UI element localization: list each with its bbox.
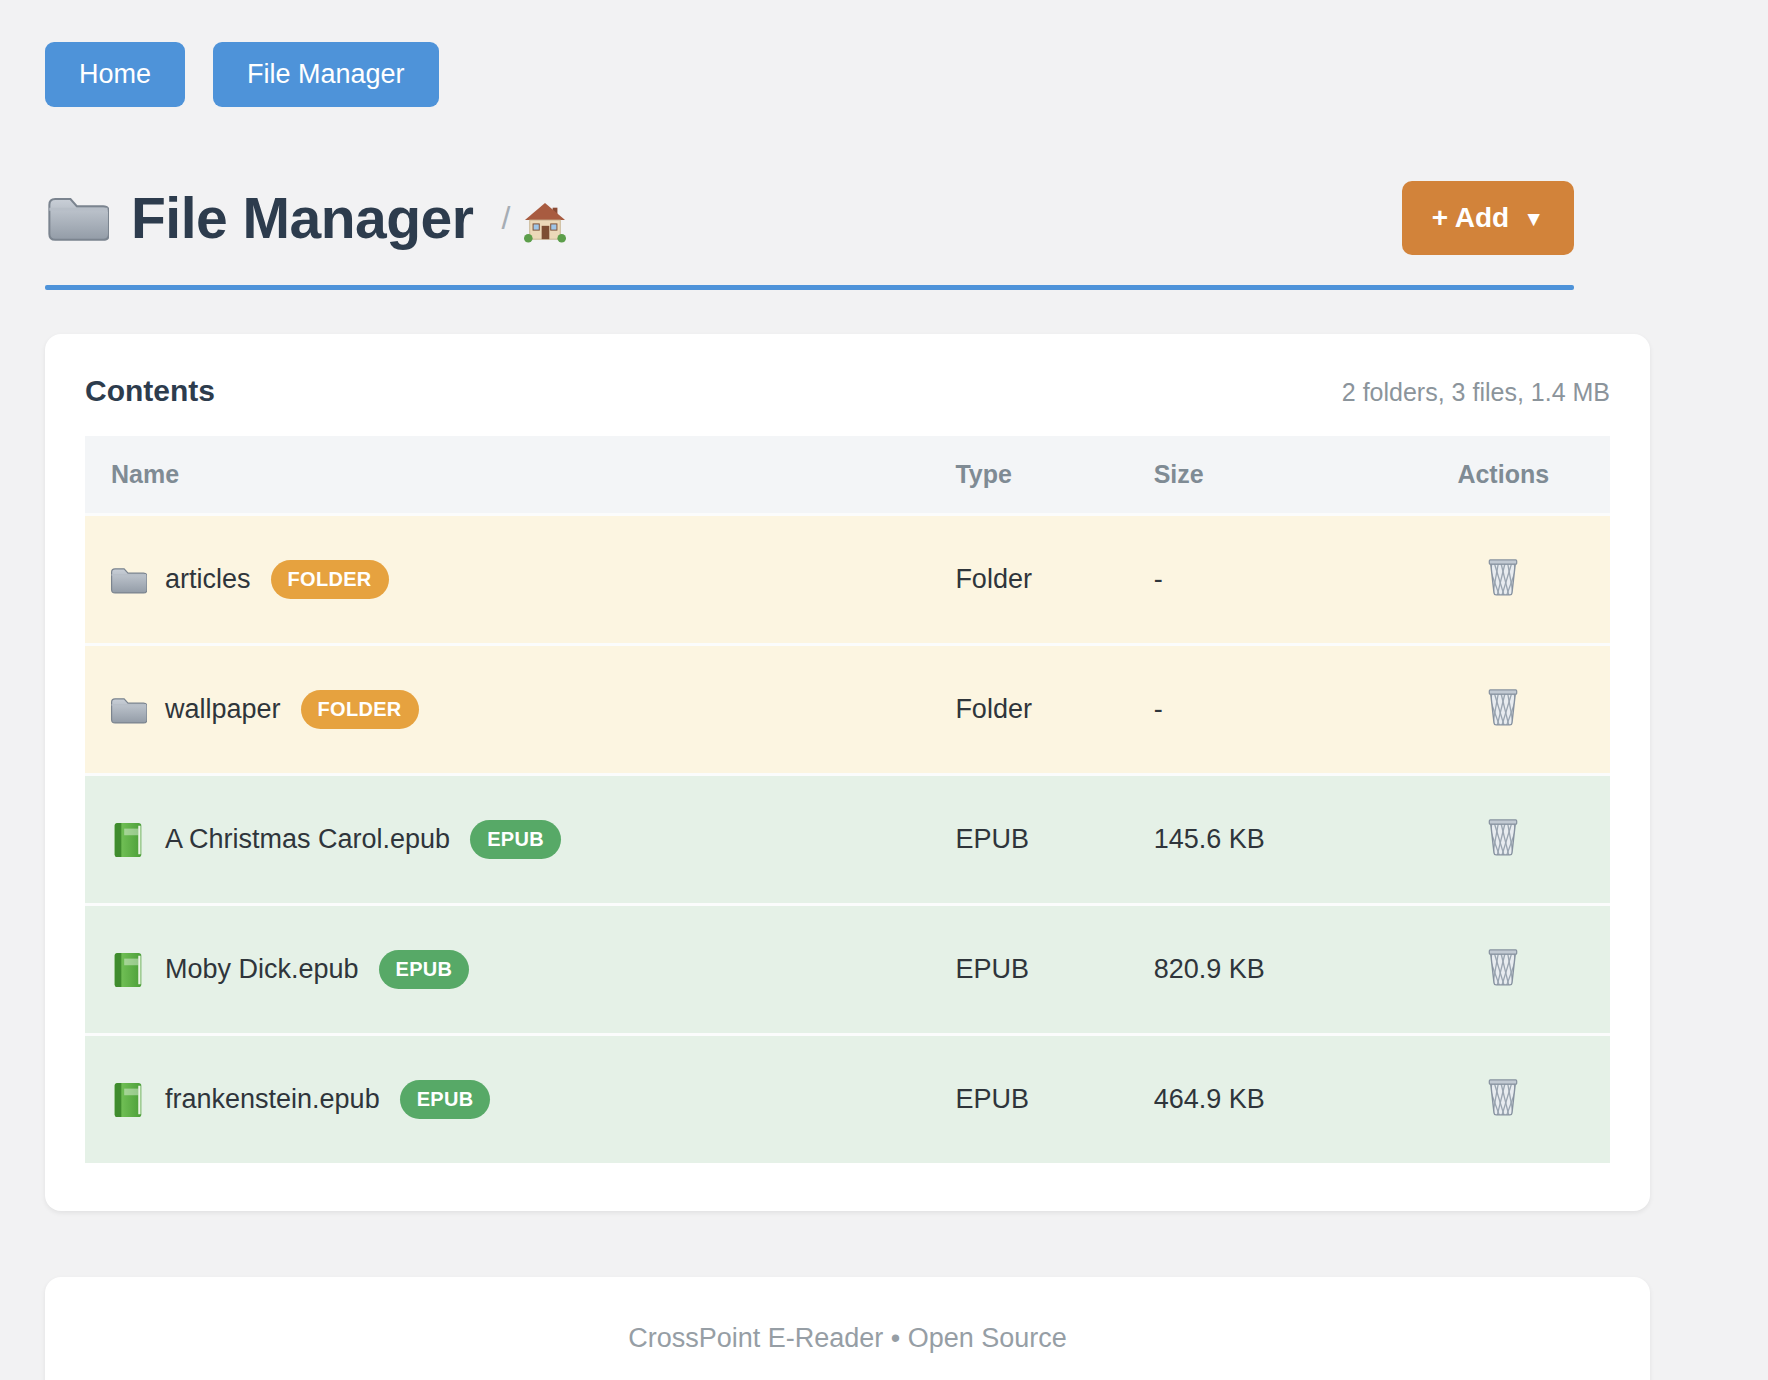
column-header-size: Size <box>1130 436 1397 515</box>
file-table: Name Type Size Actions articles FOLDER <box>85 436 1610 1163</box>
house-icon[interactable] <box>524 201 566 243</box>
green-book-icon <box>109 951 147 989</box>
contents-summary: 2 folders, 3 files, 1.4 MB <box>1342 378 1610 407</box>
type-cell: Folder <box>931 645 1129 775</box>
folder-icon <box>109 691 147 729</box>
wastebasket-icon <box>1486 1076 1520 1116</box>
delete-button[interactable] <box>1486 816 1520 856</box>
size-cell: - <box>1130 645 1397 775</box>
size-cell: 464.9 KB <box>1130 1035 1397 1164</box>
table-row: A Christmas Carol.epub EPUB EPUB 145.6 K… <box>85 775 1610 905</box>
chevron-down-icon: ▼ <box>1523 208 1544 229</box>
table-row: frankenstein.epub EPUB EPUB 464.9 KB <box>85 1035 1610 1164</box>
type-badge: FOLDER <box>301 690 419 729</box>
wastebasket-icon <box>1486 556 1520 596</box>
type-cell: EPUB <box>931 1035 1129 1164</box>
wastebasket-icon <box>1486 686 1520 726</box>
type-badge: EPUB <box>379 950 470 989</box>
title-group: File Manager / <box>45 185 566 251</box>
table-row: Moby Dick.epub EPUB EPUB 820.9 KB <box>85 905 1610 1035</box>
entry-name[interactable]: Moby Dick.epub <box>165 954 359 985</box>
delete-button[interactable] <box>1486 946 1520 986</box>
entry-name[interactable]: A Christmas Carol.epub <box>165 824 450 855</box>
title-divider <box>45 285 1574 290</box>
table-header-row: Name Type Size Actions <box>85 436 1610 515</box>
folder-icon <box>109 561 147 599</box>
page-title: File Manager <box>131 185 473 251</box>
delete-button[interactable] <box>1486 1076 1520 1116</box>
folder-icon <box>45 191 109 245</box>
type-cell: EPUB <box>931 905 1129 1035</box>
nav-file-manager-button[interactable]: File Manager <box>213 42 439 107</box>
entry-name[interactable]: wallpaper <box>165 694 281 725</box>
column-header-type: Type <box>931 436 1129 515</box>
contents-heading: Contents <box>85 374 215 408</box>
green-book-icon <box>109 821 147 859</box>
footer-card: CrossPoint E-Reader • Open Source <box>45 1277 1650 1380</box>
footer-text: CrossPoint E-Reader • Open Source <box>628 1323 1067 1353</box>
type-badge: EPUB <box>470 820 561 859</box>
delete-button[interactable] <box>1486 556 1520 596</box>
type-badge: EPUB <box>400 1080 491 1119</box>
size-cell: - <box>1130 515 1397 645</box>
size-cell: 820.9 KB <box>1130 905 1397 1035</box>
contents-card: Contents 2 folders, 3 files, 1.4 MB Name… <box>45 334 1650 1211</box>
page-header: File Manager / + Add ▼ <box>45 181 1574 255</box>
green-book-icon <box>109 1081 147 1119</box>
column-header-name: Name <box>85 436 931 515</box>
nav-home-button[interactable]: Home <box>45 42 185 107</box>
add-button-label: + Add <box>1432 202 1510 234</box>
delete-button[interactable] <box>1486 686 1520 726</box>
table-row: articles FOLDER Folder - <box>85 515 1610 645</box>
type-cell: EPUB <box>931 775 1129 905</box>
table-row: wallpaper FOLDER Folder - <box>85 645 1610 775</box>
wastebasket-icon <box>1486 816 1520 856</box>
add-button[interactable]: + Add ▼ <box>1402 181 1574 255</box>
contents-card-header: Contents 2 folders, 3 files, 1.4 MB <box>85 374 1610 408</box>
entry-name[interactable]: articles <box>165 564 251 595</box>
page: Home File Manager File Manager / + Add ▼… <box>0 0 1768 1380</box>
entry-name[interactable]: frankenstein.epub <box>165 1084 380 1115</box>
type-cell: Folder <box>931 515 1129 645</box>
type-badge: FOLDER <box>271 560 389 599</box>
wastebasket-icon <box>1486 946 1520 986</box>
breadcrumb-separator: / <box>501 200 510 237</box>
size-cell: 145.6 KB <box>1130 775 1397 905</box>
top-nav: Home File Manager <box>45 42 1768 107</box>
column-header-actions: Actions <box>1397 436 1611 515</box>
